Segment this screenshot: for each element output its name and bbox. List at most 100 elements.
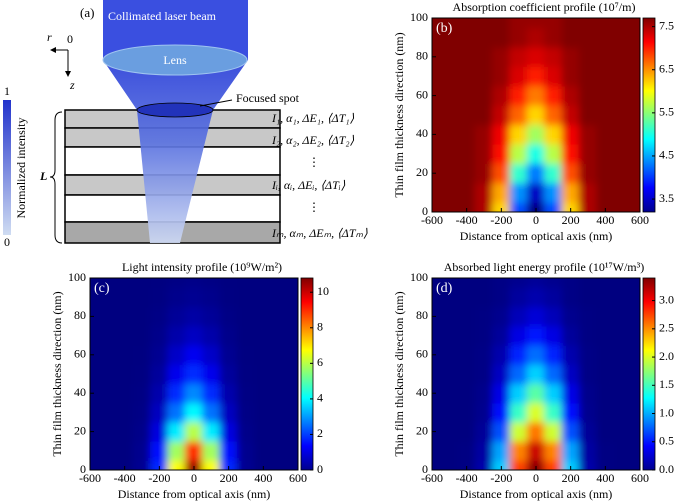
heatmap-cell (440, 143, 459, 164)
heatmap-cell (132, 363, 152, 385)
heatmap-cell (184, 344, 204, 365)
colorbar-tick-label: 0.5 (659, 434, 674, 448)
heatmap-cell (544, 278, 563, 289)
heatmap-cell (271, 421, 290, 442)
heatmap-cell (440, 66, 459, 87)
heatmap-cell (492, 287, 511, 308)
heatmap-cell (90, 363, 100, 385)
heatmap-cell (578, 363, 598, 385)
heatmap-cell (526, 402, 546, 423)
heatmap-cell (613, 402, 632, 423)
heatmap-cell (457, 201, 476, 212)
heatmap-cell (474, 440, 494, 461)
heatmap-cell (526, 306, 546, 327)
heatmap-cell (509, 459, 528, 470)
heatmap-cell (202, 306, 221, 327)
y-axis-label: Thin film thickness direction (nm) (50, 291, 64, 456)
heatmap-cell (150, 459, 169, 470)
heatmap-cell (288, 287, 298, 308)
heatmap-cell (432, 201, 442, 212)
heatmap-cell (432, 18, 442, 29)
heatmap-cell (115, 278, 134, 289)
heatmap-cells (432, 278, 640, 470)
heatmap-cell (630, 440, 640, 461)
heatmap-cell (526, 325, 546, 346)
y-tick-label: 20 (416, 423, 428, 437)
heatmap-cell (526, 85, 546, 106)
heatmap-cell (288, 459, 298, 470)
panel-label: (b) (436, 21, 453, 36)
heatmap-cell (184, 325, 204, 346)
heatmap-cell (219, 344, 238, 365)
heatmap-cell (578, 104, 598, 126)
heatmap-cell (474, 66, 494, 87)
heatmap-cell (596, 287, 615, 308)
heatmap-cell (492, 143, 511, 164)
heatmap-cell (561, 402, 580, 423)
heatmap-cell (578, 66, 598, 87)
heatmap-cell (509, 104, 528, 126)
heatmap-cell (613, 278, 632, 289)
heatmap-cell (457, 163, 476, 184)
x-tick-label: 0 (533, 471, 539, 485)
heatmap-cell (492, 363, 511, 385)
heatmap-cell (219, 459, 238, 470)
heatmap-cell (457, 27, 476, 48)
heatmap-cell (150, 402, 169, 423)
heatmap-cell (288, 278, 298, 289)
heatmap-cell (630, 287, 640, 308)
heatmap-cell (474, 344, 494, 365)
heatmap-cell (561, 325, 580, 346)
y-axis-label: Thin film thickness direction (nm) (392, 291, 406, 456)
heatmap-area (432, 18, 640, 212)
heatmap-cell (544, 440, 563, 461)
heatmap-cell (630, 363, 640, 385)
heatmap-cell (474, 104, 494, 126)
intensity-bar (3, 100, 11, 235)
lens-label: Lens (163, 53, 187, 67)
heatmap-cell (474, 363, 494, 385)
heatmap-cell (578, 459, 598, 470)
heatmap-cell (509, 201, 528, 212)
heatmap-cell (432, 66, 442, 87)
heatmap-cell (432, 402, 442, 423)
heatmap-cell (236, 459, 256, 470)
x-tick-label: 200 (562, 213, 580, 227)
heatmap-cell (457, 440, 476, 461)
heatmap-cell (202, 440, 221, 461)
y-tick-label: 60 (416, 347, 428, 361)
heatmap-cell (150, 344, 169, 365)
heatmap-cell (432, 85, 442, 106)
heatmap-cell (90, 325, 100, 346)
heatmap-cell (254, 344, 273, 365)
heatmap-cell (432, 306, 442, 327)
heatmap-cell (271, 287, 290, 308)
heatmap-cell (432, 278, 442, 289)
heatmap-cell (492, 459, 511, 470)
heatmap-cell (184, 278, 204, 289)
heatmap-cell (236, 287, 256, 308)
heatmap-cell (613, 421, 632, 442)
heatmap-cell (544, 143, 563, 164)
colorbar-tick-label: 5.5 (659, 105, 674, 119)
heatmap-cell (254, 459, 273, 470)
heatmap-cell (132, 383, 152, 404)
heatmap-cell (440, 27, 459, 48)
heatmap-cell (432, 383, 442, 404)
x-tick-label: 0 (191, 471, 197, 485)
heatmap-cell (561, 163, 580, 184)
heatmap-cell (288, 383, 298, 404)
heatmap-cell (561, 383, 580, 404)
heatmap-cell (578, 278, 598, 289)
x-tick-label: 400 (596, 471, 614, 485)
heatmap-cell (432, 363, 442, 385)
heatmap-cell (288, 325, 298, 346)
heatmap-cell (167, 383, 186, 404)
heatmap-cell (544, 421, 563, 442)
heatmap-cell (254, 287, 273, 308)
heatmap-cell (561, 46, 580, 67)
heatmap-cells (90, 278, 298, 470)
heatmap-cell (115, 287, 134, 308)
heatmap-cell (613, 306, 632, 327)
